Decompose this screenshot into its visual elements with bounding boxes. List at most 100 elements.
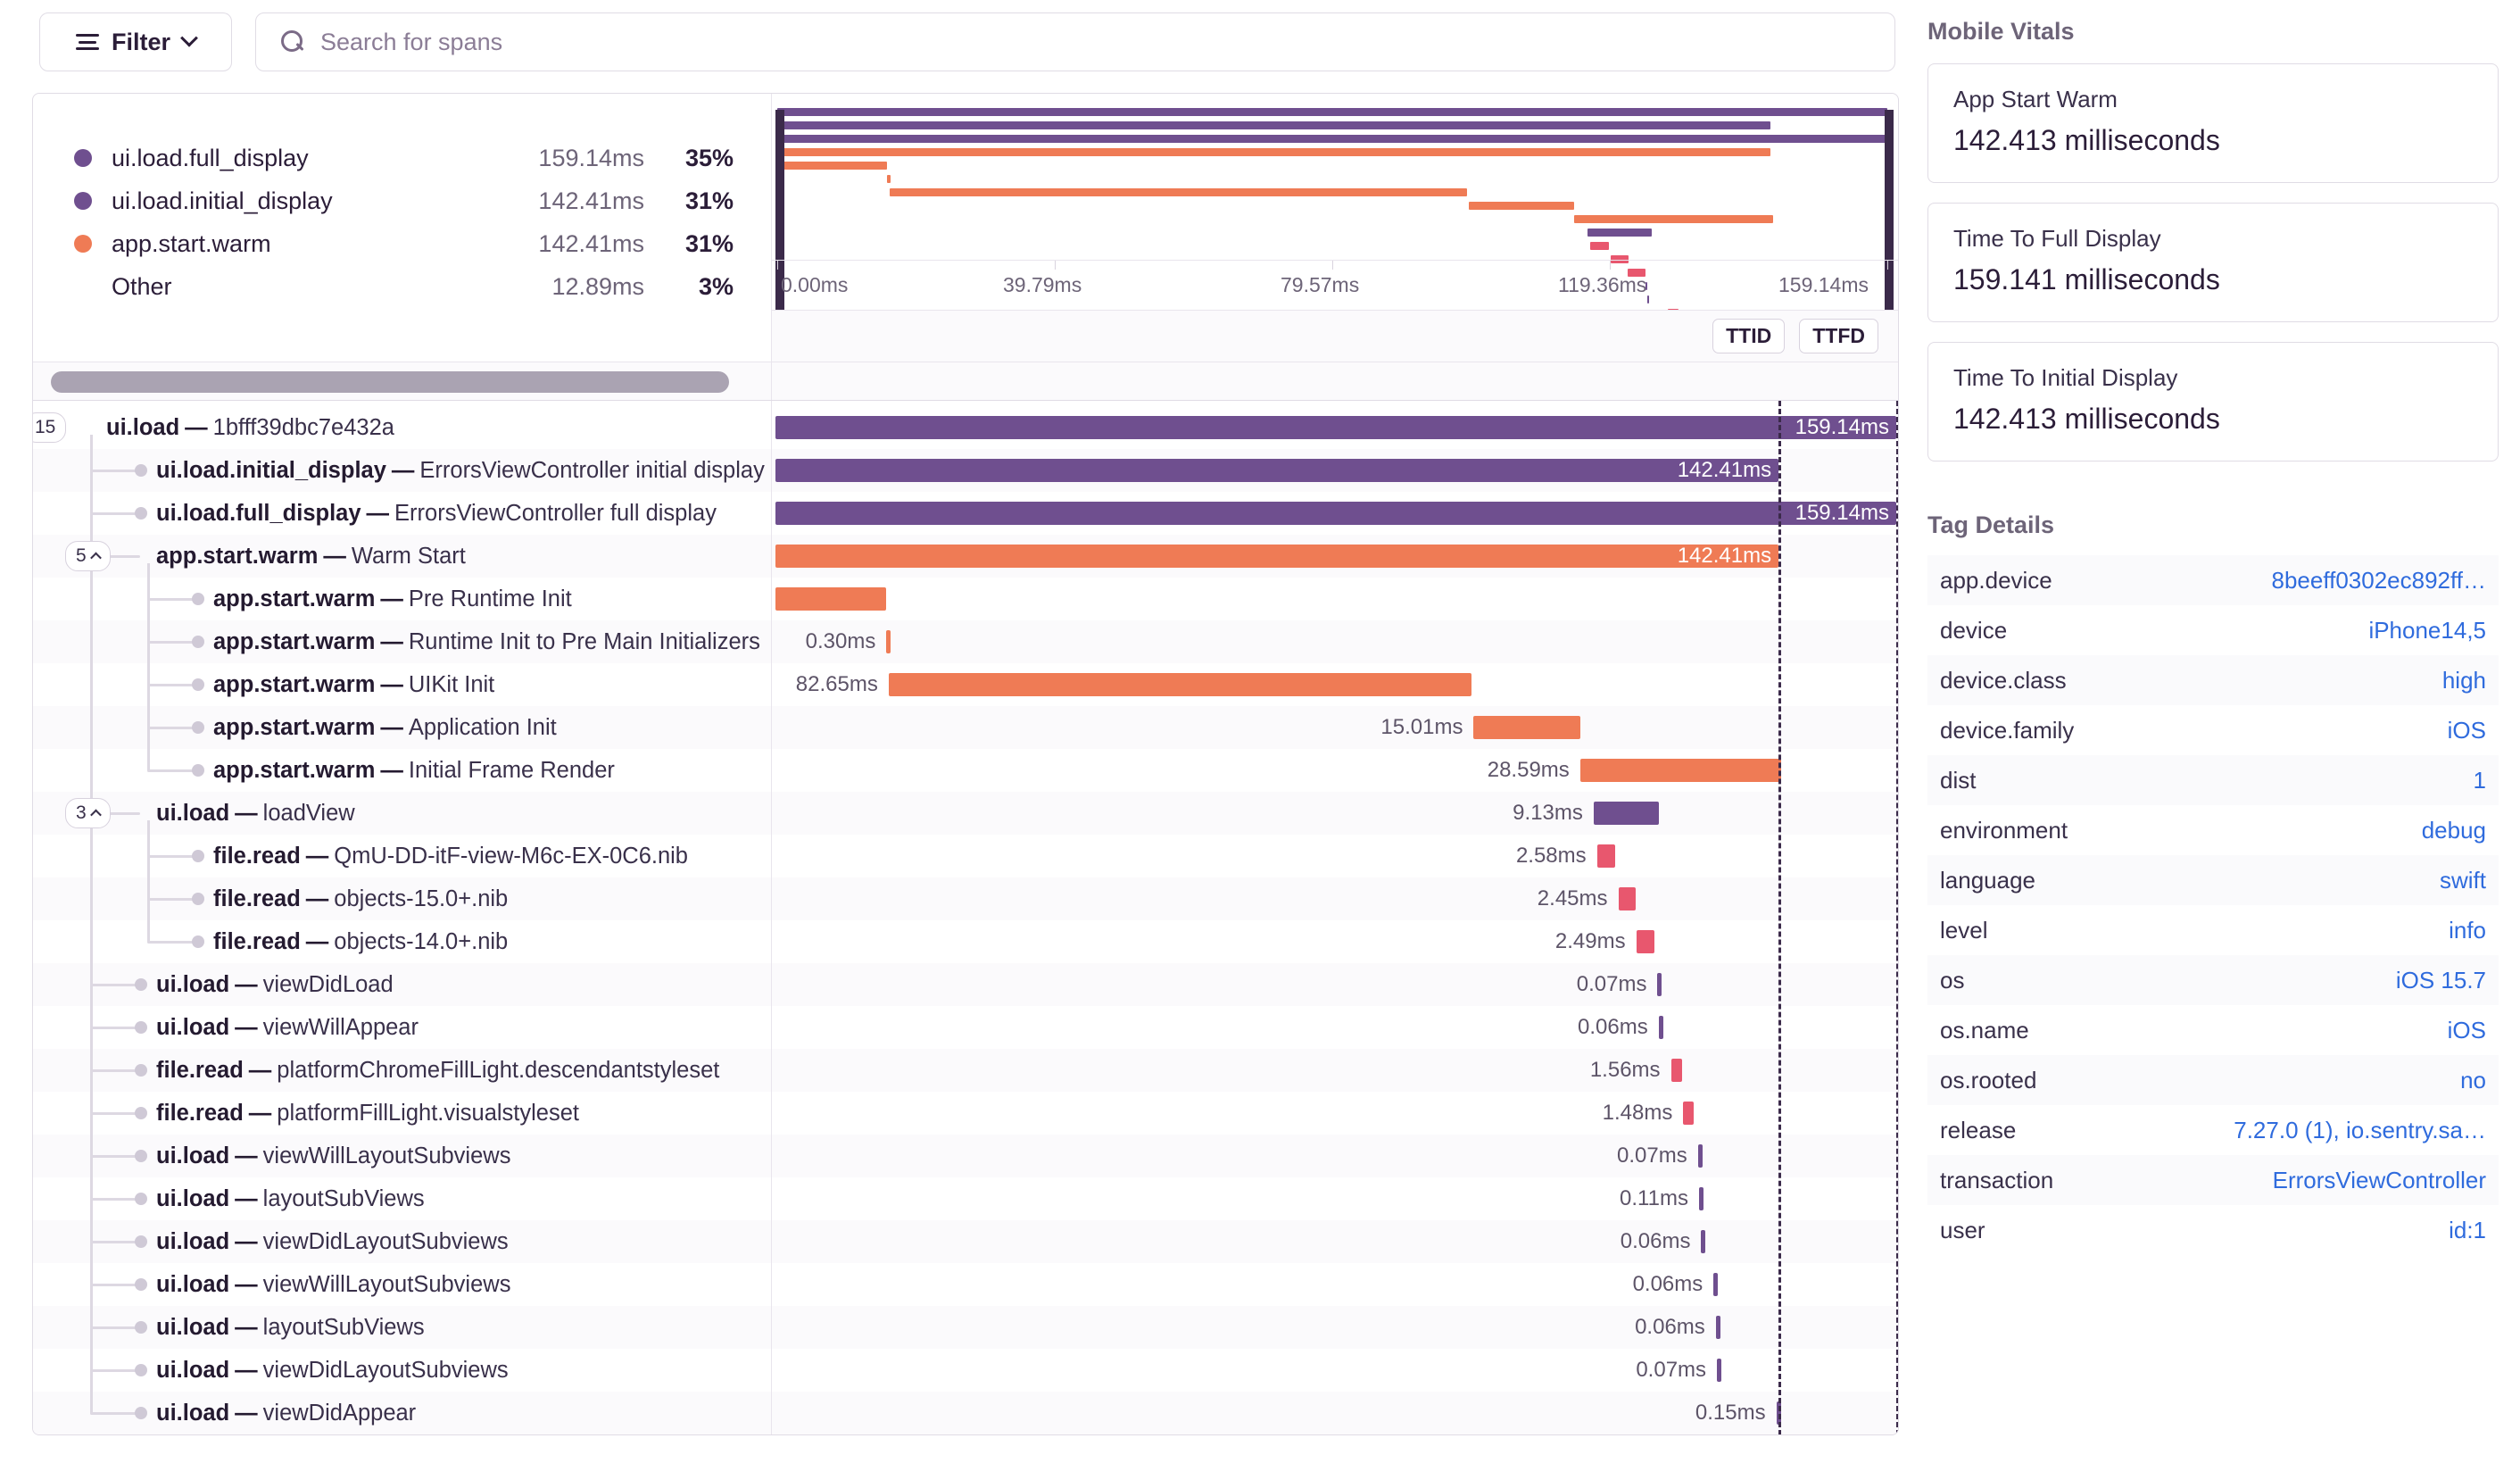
- span-row-label[interactable]: app.start.warm — Warm Start: [156, 535, 466, 578]
- span-duration-bar[interactable]: [1579, 759, 1781, 782]
- table-row[interactable]: [772, 963, 1898, 1006]
- ttfd-marker[interactable]: TTFD: [1799, 319, 1878, 353]
- horizontal-scrollbar[interactable]: [33, 362, 1898, 401]
- span-duration-bar[interactable]: [1596, 844, 1616, 868]
- table-row[interactable]: [772, 1306, 1898, 1349]
- tag-value-link[interactable]: high: [2441, 666, 2486, 694]
- tag-value-link[interactable]: iPhone14,5: [2368, 616, 2486, 644]
- span-row-label[interactable]: ui.load.initial_display — ErrorsViewContro…: [156, 449, 765, 492]
- span-row-label[interactable]: app.start.warm — UIKit Init: [213, 663, 494, 706]
- table-row[interactable]: [772, 1092, 1898, 1135]
- child-count-badge[interactable]: 15: [33, 412, 67, 443]
- table-row[interactable]: [772, 1177, 1898, 1220]
- tag-value-link[interactable]: 7.27.0 (1), io.sentry.sa…: [2234, 1116, 2486, 1143]
- span-duration-bar[interactable]: [775, 459, 1779, 482]
- child-count-badge[interactable]: 5: [65, 541, 111, 571]
- table-row[interactable]: [772, 1135, 1898, 1177]
- span-row-label[interactable]: ui.load — viewWillLayoutSubviews: [156, 1263, 510, 1306]
- tag-value-link[interactable]: id:1: [2449, 1216, 2486, 1243]
- table-row[interactable]: [33, 1349, 771, 1392]
- span-row-label[interactable]: ui.load — loadView: [156, 792, 355, 835]
- legend-row[interactable]: ui.load.full_display 159.14ms 35%: [33, 137, 771, 179]
- span-row-label[interactable]: app.start.warm — Runtime Init to Pre Main …: [213, 620, 760, 663]
- span-duration-bar[interactable]: [1697, 1144, 1703, 1168]
- mobile-vital-card[interactable]: Time To Initial Display 142.413 milliseco…: [1927, 342, 2499, 461]
- table-row[interactable]: [772, 1006, 1898, 1049]
- span-row-label[interactable]: file.read — platformChromeFillLight.descen…: [156, 1049, 719, 1092]
- legend-row[interactable]: ui.load.initial_display 142.41ms 31%: [33, 179, 771, 222]
- table-row[interactable]: [772, 620, 1898, 663]
- span-duration-bar[interactable]: [1776, 1401, 1781, 1425]
- table-row[interactable]: [772, 578, 1898, 620]
- span-duration-bar[interactable]: [1713, 1273, 1719, 1296]
- table-row[interactable]: [772, 835, 1898, 877]
- search-spans-field[interactable]: Search for spans: [255, 12, 1895, 71]
- span-row-label[interactable]: app.start.warm — Initial Frame Render: [213, 749, 615, 792]
- span-row-label[interactable]: file.read — objects-14.0+.nib: [213, 920, 508, 963]
- span-row-label[interactable]: ui.load — viewDidLoad: [156, 963, 394, 1006]
- legend-row[interactable]: Other 12.89ms 3%: [33, 265, 771, 308]
- span-duration-bar[interactable]: [775, 587, 887, 611]
- filter-button[interactable]: Filter: [39, 12, 232, 71]
- span-row-label[interactable]: ui.load — viewDidLayoutSubviews: [156, 1349, 509, 1392]
- span-duration-bar[interactable]: [775, 416, 1896, 439]
- table-row[interactable]: [772, 1349, 1898, 1392]
- span-row-label[interactable]: ui.load — layoutSubViews: [156, 1177, 425, 1220]
- table-row[interactable]: [33, 1263, 771, 1306]
- minimap-handle-right[interactable]: [1885, 110, 1894, 322]
- minimap-handle-left[interactable]: [775, 110, 784, 322]
- child-count-badge[interactable]: 3: [65, 798, 111, 828]
- span-duration-bar[interactable]: [775, 502, 1896, 525]
- table-row[interactable]: [772, 1263, 1898, 1306]
- scrollbar-thumb[interactable]: [51, 371, 729, 393]
- table-row[interactable]: [33, 535, 771, 578]
- trace-minimap[interactable]: 0.00ms 39.79ms 79.57ms 119.36ms 159.14ms TTI…: [772, 94, 1898, 362]
- span-row-label[interactable]: ui.load.full_display — ErrorsViewControlle…: [156, 492, 717, 535]
- ttid-marker[interactable]: TTID: [1712, 319, 1786, 353]
- span-duration-bar[interactable]: [1698, 1187, 1703, 1210]
- span-duration-bar[interactable]: [1618, 887, 1636, 910]
- table-row[interactable]: [33, 1177, 771, 1220]
- mobile-vital-card[interactable]: Time To Full Display 159.141 milliseconds: [1927, 203, 2499, 322]
- span-duration-bar[interactable]: [775, 545, 1779, 568]
- table-row[interactable]: [33, 792, 771, 835]
- search-input-placeholder[interactable]: Search for spans: [320, 28, 503, 55]
- span-duration-bar[interactable]: [1657, 973, 1662, 996]
- tag-value-link[interactable]: swift: [2440, 866, 2486, 894]
- span-duration-bar[interactable]: [888, 673, 1471, 696]
- span-duration-bar[interactable]: [1683, 1102, 1695, 1125]
- span-row-label[interactable]: ui.load —1bfff39dbc7e432a: [106, 406, 394, 449]
- span-row-label[interactable]: file.read — platformFillLight.visualstyles…: [156, 1092, 579, 1135]
- table-row[interactable]: [33, 1220, 771, 1263]
- table-row[interactable]: [772, 1220, 1898, 1263]
- span-row-label[interactable]: ui.load — layoutSubViews: [156, 1306, 425, 1349]
- table-row[interactable]: [772, 877, 1898, 920]
- span-row-label[interactable]: ui.load — viewWillLayoutSubviews: [156, 1135, 510, 1177]
- scrollbar-track[interactable]: [33, 362, 772, 400]
- span-row-label[interactable]: ui.load — viewDidAppear: [156, 1392, 416, 1434]
- span-duration-bar[interactable]: [1473, 716, 1580, 739]
- table-row[interactable]: [33, 406, 771, 449]
- span-row-label[interactable]: file.read — QmU-DD-itF-view-M6c-EX-0C6.nib: [213, 835, 688, 877]
- span-row-label[interactable]: ui.load — viewDidLayoutSubviews: [156, 1220, 509, 1263]
- span-duration-bar[interactable]: [1636, 930, 1654, 953]
- table-row[interactable]: [772, 1049, 1898, 1092]
- span-duration-bar[interactable]: [1701, 1230, 1706, 1253]
- table-row[interactable]: [33, 1392, 771, 1434]
- span-duration-bar[interactable]: [1670, 1059, 1683, 1082]
- tag-value-link[interactable]: 8beeff0302ec892ff…: [2271, 566, 2486, 594]
- mobile-vital-card[interactable]: App Start Warm 142.413 milliseconds: [1927, 63, 2499, 183]
- table-row[interactable]: [33, 1135, 771, 1177]
- table-row[interactable]: [33, 1092, 771, 1135]
- table-row[interactable]: [33, 492, 771, 535]
- tag-value-link[interactable]: debug: [2421, 816, 2486, 844]
- tag-value-link[interactable]: ErrorsViewController: [2272, 1166, 2486, 1193]
- span-row-label[interactable]: file.read — objects-15.0+.nib: [213, 877, 508, 920]
- legend-row[interactable]: app.start.warm 142.41ms 31%: [33, 222, 771, 265]
- tag-value-link[interactable]: iOS: [2447, 1016, 2486, 1043]
- table-row[interactable]: [772, 920, 1898, 963]
- tag-value-link[interactable]: iOS 15.7: [2395, 966, 2486, 994]
- table-row[interactable]: [33, 963, 771, 1006]
- span-duration-bar[interactable]: [1717, 1359, 1722, 1382]
- table-row[interactable]: [772, 792, 1898, 835]
